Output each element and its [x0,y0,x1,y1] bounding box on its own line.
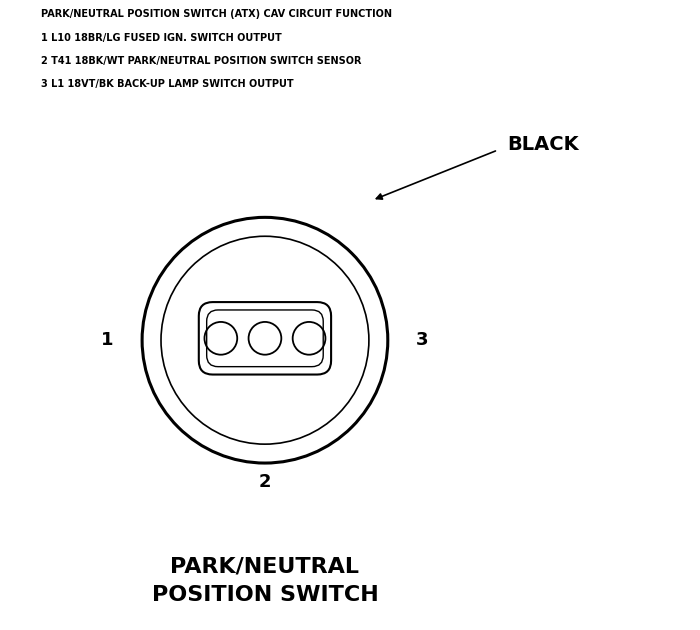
Text: PARK/NEUTRAL: PARK/NEUTRAL [171,557,360,577]
Text: POSITION SWITCH: POSITION SWITCH [152,585,378,605]
Text: 1 L10 18BR/LG FUSED IGN. SWITCH OUTPUT: 1 L10 18BR/LG FUSED IGN. SWITCH OUTPUT [41,33,282,43]
Text: 1: 1 [102,331,113,349]
Text: BLACK: BLACK [508,135,579,154]
Text: 2: 2 [259,473,271,491]
Text: PARK/NEUTRAL POSITION SWITCH (ATX) CAV CIRCUIT FUNCTION: PARK/NEUTRAL POSITION SWITCH (ATX) CAV C… [41,9,392,20]
Text: 3 L1 18VT/BK BACK-UP LAMP SWITCH OUTPUT: 3 L1 18VT/BK BACK-UP LAMP SWITCH OUTPUT [41,79,294,89]
Text: 3: 3 [416,331,428,349]
Text: 2 T41 18BK/WT PARK/NEUTRAL POSITION SWITCH SENSOR: 2 T41 18BK/WT PARK/NEUTRAL POSITION SWIT… [41,56,362,66]
